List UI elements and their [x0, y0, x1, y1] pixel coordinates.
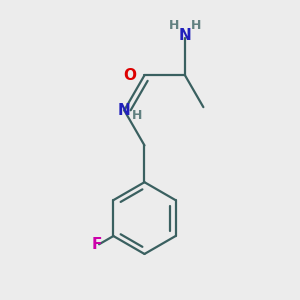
Text: N: N	[118, 103, 130, 118]
Text: N: N	[178, 28, 191, 43]
Text: F: F	[92, 237, 102, 252]
Text: O: O	[123, 68, 136, 83]
Text: H: H	[132, 110, 142, 122]
Text: H: H	[169, 19, 179, 32]
Text: H: H	[191, 19, 201, 32]
